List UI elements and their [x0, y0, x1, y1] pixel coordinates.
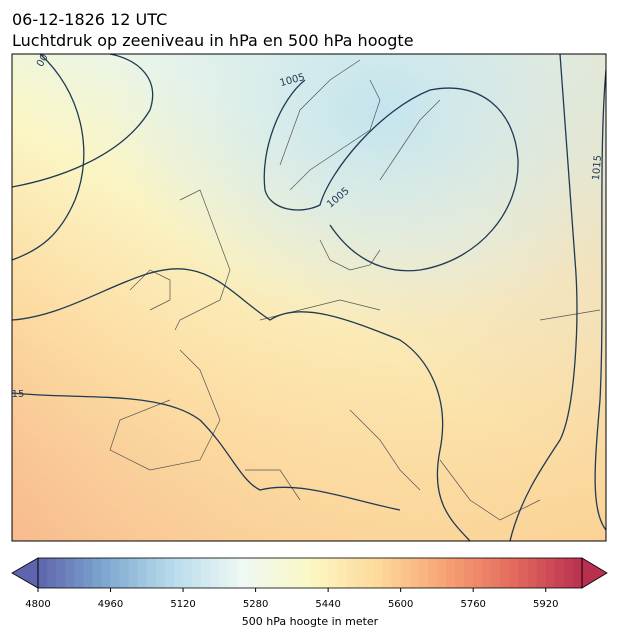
- colorbar-tick-label: 4960: [98, 599, 123, 610]
- title: 06-12-1826 12 UTC: [12, 10, 167, 29]
- colorbar-bin: [545, 558, 556, 588]
- colorbar-bin: [536, 558, 547, 588]
- colorbar-bin: [137, 558, 148, 588]
- isobars: [12, 54, 606, 541]
- colorbar-bin: [337, 558, 347, 588]
- colorbar-tick-label: 5280: [243, 599, 268, 610]
- colorbar-bin: [446, 558, 456, 588]
- colorbar-bin: [174, 558, 184, 588]
- colorbar-bin: [219, 558, 229, 588]
- colorbar-tick-label: 5600: [388, 599, 413, 610]
- colorbar-bin: [328, 558, 338, 588]
- colorbar-bin: [400, 558, 411, 588]
- colorbar-bin: [83, 558, 93, 588]
- colorbar-bin: [455, 558, 465, 588]
- colorbar-bin: [554, 558, 565, 588]
- colorbar-tick-label: 5920: [533, 599, 558, 610]
- colorbar-tick-label: 4800: [25, 599, 50, 610]
- colorbar-bin: [264, 558, 275, 588]
- colorbar-bin: [409, 558, 420, 588]
- colorbar-bin: [273, 558, 284, 588]
- colorbar-bin: [47, 558, 57, 588]
- colorbar-bin: [192, 558, 202, 588]
- colorbar-bin: [291, 558, 302, 588]
- colorbar-bin: [373, 558, 384, 588]
- colorbar-bin: [92, 558, 102, 588]
- contour-label: 1015: [591, 155, 604, 181]
- colorbar-bin: [482, 558, 492, 588]
- colorbar-bin: [300, 558, 311, 588]
- colorbar-extend-high: [581, 557, 608, 589]
- contour-label: 15: [12, 389, 25, 400]
- colorbar-bin: [364, 558, 374, 588]
- colorbar-bin: [201, 558, 211, 588]
- height-field: [12, 54, 606, 541]
- colorbar-bin: [228, 558, 238, 588]
- colorbar-bin: [500, 558, 510, 588]
- colorbar-bin: [473, 558, 483, 588]
- colorbar-bin: [119, 558, 130, 588]
- colorbar-bin: [38, 558, 48, 588]
- colorbar-extend-low: [11, 557, 39, 589]
- colorbar-bin: [183, 558, 193, 588]
- colorbar-bin: [246, 558, 257, 588]
- colorbar-label: 500 hPa hoogte in meter: [242, 615, 379, 628]
- colorbar-bin: [572, 558, 583, 588]
- map: [12, 54, 606, 541]
- colorbar-bin: [509, 558, 520, 588]
- colorbar-bin: [355, 558, 365, 588]
- colorbar-bin: [146, 558, 157, 588]
- colorbar-bin: [65, 558, 75, 588]
- colorbar-tick-label: 5760: [460, 599, 485, 610]
- colorbar-tick-label: 5440: [315, 599, 340, 610]
- colorbar-bin: [563, 558, 574, 588]
- colorbar-bin: [391, 558, 402, 588]
- colorbar-frame: [37, 557, 583, 589]
- colorbar-bin: [464, 558, 474, 588]
- colorbar-bin: [518, 558, 529, 588]
- colorbar-bin: [427, 558, 438, 588]
- colorbar-bin: [210, 558, 220, 588]
- colorbar-tick-label: 5120: [170, 599, 195, 610]
- colorbar-bin: [418, 558, 429, 588]
- coastlines: [109, 59, 601, 521]
- colorbar-bin: [128, 558, 139, 588]
- colorbar-bin: [155, 558, 166, 588]
- colorbar-bin: [310, 558, 320, 588]
- colorbar-bin: [282, 558, 293, 588]
- colorbar-bin: [255, 558, 266, 588]
- colorbar-bin: [74, 558, 84, 588]
- colorbar-bin: [491, 558, 501, 588]
- map-frame: [11, 53, 607, 542]
- colorbar-bin: [101, 558, 112, 588]
- colorbar-bin: [382, 558, 393, 588]
- colorbar-bin: [164, 558, 175, 588]
- colorbar-bin: [110, 558, 121, 588]
- colorbar-bin: [346, 558, 356, 588]
- subtitle: Luchtdruk op zeeniveau in hPa en 500 hPa…: [12, 31, 414, 50]
- colorbar-bin: [319, 558, 329, 588]
- colorbar-bin: [237, 558, 248, 588]
- colorbar-bin: [527, 558, 538, 588]
- colorbar-bin: [436, 558, 447, 588]
- colorbar-bin: [56, 558, 66, 588]
